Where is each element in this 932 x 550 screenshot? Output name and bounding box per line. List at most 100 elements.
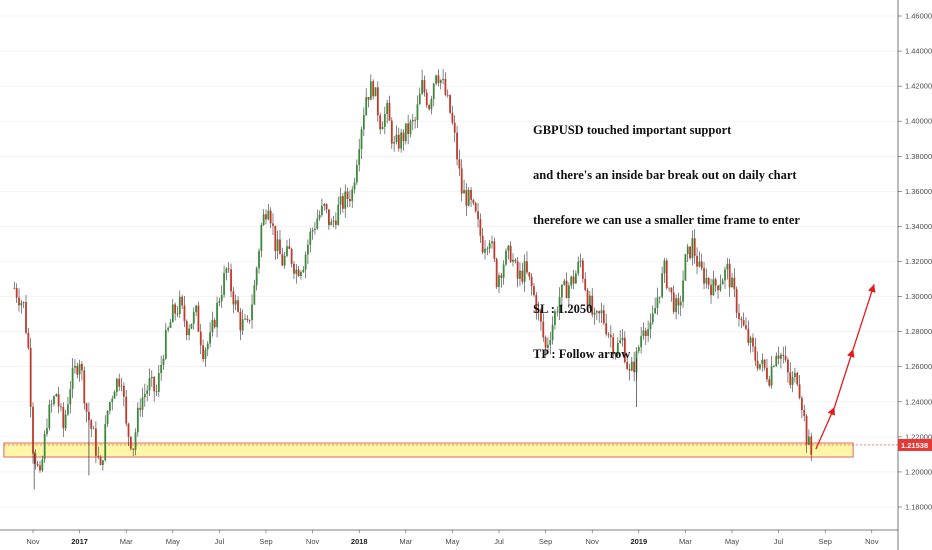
candle-body (789, 372, 792, 385)
y-tick-label: 1.38000 (905, 152, 932, 161)
y-tick-label: 1.46000 (905, 12, 932, 21)
candle-body (602, 310, 605, 324)
candle-body (225, 268, 228, 273)
candle-body (174, 304, 177, 314)
candle-body (204, 349, 207, 360)
candle-body (20, 302, 23, 306)
candle-body (535, 295, 538, 313)
candle-body (558, 297, 561, 313)
candle-body (540, 309, 542, 322)
candle-body (733, 277, 736, 290)
annotation-line: and there's an inside bar break out on d… (533, 168, 797, 182)
candle-body (756, 360, 759, 369)
candle-body (568, 285, 570, 299)
candle-body (551, 324, 554, 341)
candle-body (218, 301, 221, 303)
candle-body (621, 337, 624, 341)
candle-body (335, 220, 337, 225)
candle-body (705, 278, 708, 284)
y-tick-label: 1.42000 (905, 82, 932, 91)
candle-body (679, 301, 682, 306)
candle-body (64, 414, 67, 429)
candle-body (258, 250, 260, 269)
candle-body (738, 312, 740, 320)
x-tick-label: Sep (819, 537, 832, 546)
candle-body (206, 343, 209, 350)
candle-body (255, 268, 258, 286)
candle-body (369, 81, 372, 100)
candle-body (397, 134, 400, 149)
candle-body (97, 455, 100, 457)
candle-body (311, 230, 314, 232)
price-axis[interactable]: 1.46000 1.44000 1.42000 1.40000 1.38000 1.360… (898, 12, 932, 512)
candle-body (99, 456, 102, 465)
candle-body (761, 359, 764, 365)
candle-body (304, 254, 307, 270)
y-tick-label: 1.18000 (905, 503, 932, 512)
candle-body (498, 275, 500, 287)
candle-body (321, 205, 323, 215)
time-axis[interactable]: Nov 2017 Mar May Jul Sep Nov 2018 Mar May Jul Sep No… (26, 530, 879, 546)
candle-body (446, 94, 449, 96)
candle-body (132, 448, 135, 450)
candle-body (185, 321, 188, 336)
candle-body (241, 319, 244, 331)
candle-body (332, 220, 335, 222)
candle-body (677, 298, 680, 306)
candle-body (372, 81, 375, 97)
candle-body (69, 389, 72, 405)
candle-body (656, 297, 659, 309)
candle-body (395, 134, 398, 143)
candle-body (36, 463, 39, 466)
candle-body (766, 367, 768, 380)
x-tick-label: Nov (26, 537, 40, 546)
candle-body (591, 295, 594, 315)
x-tick-label: May (166, 537, 180, 546)
candle-body (188, 328, 191, 336)
candle-body (85, 403, 88, 412)
candle-body (78, 363, 81, 375)
candle-body (234, 300, 237, 305)
candle-body (386, 102, 389, 115)
candle-body (251, 304, 253, 321)
candle-body (362, 114, 365, 130)
y-tick-label: 1.26000 (905, 362, 932, 371)
candle-body (113, 391, 116, 399)
candle-body (176, 313, 179, 315)
candle-body (211, 320, 214, 333)
annotation-line: therefore we can use a smaller time fram… (533, 213, 800, 227)
candle-body (423, 80, 426, 93)
price-tag-box (898, 438, 932, 451)
candle-body (15, 288, 18, 298)
candle-body (348, 199, 351, 202)
candle-body (197, 305, 200, 332)
candle-body (710, 284, 712, 296)
candle-body (595, 311, 598, 313)
candle-body (805, 415, 808, 445)
candle-body (642, 330, 645, 337)
candle-body (698, 261, 701, 267)
candle-body (276, 239, 279, 251)
candle-body (477, 211, 479, 220)
candle-body (465, 189, 468, 206)
candle-body (507, 245, 510, 251)
candle-body (290, 248, 293, 264)
x-tick-label: May (445, 537, 459, 546)
candle-body (41, 459, 44, 471)
candle-body (50, 404, 53, 405)
candle-body (495, 258, 498, 287)
candle-body (283, 255, 286, 266)
candle-body (239, 311, 242, 331)
candle-body (48, 404, 51, 429)
candle-body (402, 132, 405, 142)
y-tick-label: 1.44000 (905, 47, 932, 56)
x-tick-label: Sep (539, 537, 552, 546)
candle-body (484, 248, 486, 253)
candle-body (379, 115, 382, 130)
candle-body (230, 269, 232, 292)
candle-body (759, 364, 761, 369)
candle-body (623, 337, 626, 363)
current-price-tag: 1.21538 (898, 438, 932, 451)
candle-body (463, 189, 465, 194)
